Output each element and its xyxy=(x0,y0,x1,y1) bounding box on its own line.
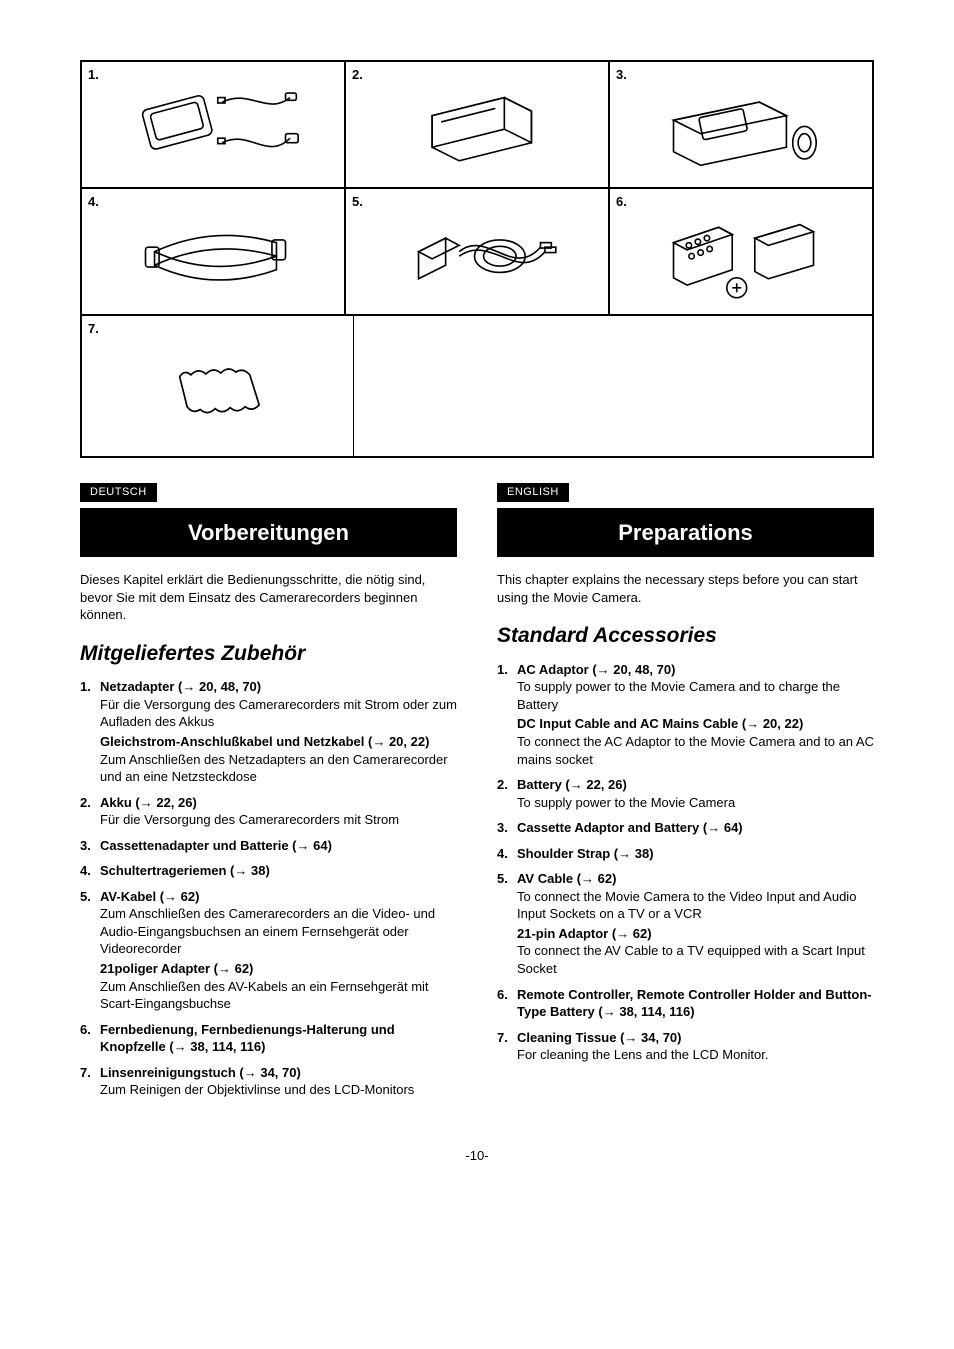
item-desc: Zum Anschließen des Camerarecorders an d… xyxy=(100,905,457,958)
intro-text-german: Dieses Kapitel erklärt die Bedienungssch… xyxy=(80,571,457,624)
figure-empty-area xyxy=(354,315,873,457)
english-column: ENGLISH Preparations This chapter explai… xyxy=(497,482,874,1107)
item-subdesc: Zum Anschließen des Netzadapters an den … xyxy=(100,751,457,786)
chapter-heading-german: Vorbereitungen xyxy=(80,508,457,558)
item-subdesc: To connect the AV Cable to a TV equipped… xyxy=(517,942,874,977)
accessory-item: Shoulder Strap (→ 38) xyxy=(497,845,874,863)
figure-number: 4. xyxy=(88,193,99,211)
intro-text-english: This chapter explains the necessary step… xyxy=(497,571,874,606)
cassette-adaptor-icon xyxy=(635,75,848,174)
item-subdesc: To connect the AC Adaptor to the Movie C… xyxy=(517,733,874,768)
item-title: AV Cable (→ 62) xyxy=(517,871,616,886)
item-title: Cleaning Tissue (→ 34, 70) xyxy=(517,1030,681,1045)
figure-cell-4: 4. xyxy=(81,188,345,315)
figure-number: 5. xyxy=(352,193,363,211)
accessories-list-english: AC Adaptor (→ 20, 48, 70)To supply power… xyxy=(497,661,874,1064)
strap-icon xyxy=(107,202,320,301)
german-column: DEUTSCH Vorbereitungen Dieses Kapitel er… xyxy=(80,482,457,1107)
item-desc: Zum Reinigen der Objektivlinse und des L… xyxy=(100,1081,457,1099)
accessory-item: Fernbedienung, Fernbedienungs-Halterung … xyxy=(80,1021,457,1056)
accessory-item: Battery (→ 22, 26) To supply power to the… xyxy=(497,776,874,811)
figure-number: 3. xyxy=(616,66,627,84)
accessory-item: AV Cable (→ 62) To connect the Movie Came… xyxy=(497,870,874,977)
item-title: Cassettenadapter und Batterie (→ 64) xyxy=(100,838,332,853)
item-title: Linsenreinigungstuch (→ 34, 70) xyxy=(100,1065,301,1080)
accessory-item: AV-Kabel (→ 62)Zum Anschließen des Camer… xyxy=(80,888,457,1013)
item-subtitle: 21poliger Adapter (→ 62) xyxy=(100,960,457,978)
figure-row-3: 7. xyxy=(81,315,873,457)
cleaning-tissue-icon xyxy=(107,330,327,442)
battery-icon xyxy=(371,75,584,174)
figure-cell-6: 6. xyxy=(609,188,873,315)
av-cable-icon xyxy=(371,202,584,301)
accessory-item: AC Adaptor (→ 20, 48, 70)To supply power… xyxy=(497,661,874,768)
figure-cell-5: 5. xyxy=(345,188,609,315)
figure-cell-2: 2. xyxy=(345,61,609,188)
text-columns: DEUTSCH Vorbereitungen Dieses Kapitel er… xyxy=(80,482,874,1107)
figure-row-2: 4. 5. xyxy=(81,188,873,315)
language-tag-english: ENGLISH xyxy=(497,483,569,502)
item-title: AV-Kabel (→ 62) xyxy=(100,889,199,904)
chapter-heading-english: Preparations xyxy=(497,508,874,558)
item-title: Netzadapter (→ 20, 48, 70) xyxy=(100,679,261,694)
item-title: Fernbedienung, Fernbedienungs-Halterung … xyxy=(100,1022,395,1055)
accessory-item: Cassettenadapter und Batterie (→ 64) xyxy=(80,837,457,855)
item-title: Remote Controller, Remote Controller Hol… xyxy=(517,987,872,1020)
item-subtitle: 21-pin Adaptor (→ 62) xyxy=(517,925,874,943)
accessory-item: Remote Controller, Remote Controller Hol… xyxy=(497,986,874,1021)
figure-number: 6. xyxy=(616,193,627,211)
figure-cell-3: 3. xyxy=(609,61,873,188)
item-subdesc: Zum Anschließen des AV-Kabels an ein Fer… xyxy=(100,978,457,1013)
item-title: Cassette Adaptor and Battery (→ 64) xyxy=(517,820,743,835)
figure-number: 7. xyxy=(88,320,99,338)
item-desc: To supply power to the Movie Camera and … xyxy=(517,678,874,713)
item-title: Shoulder Strap (→ 38) xyxy=(517,846,654,861)
item-title: Schultertrageriemen (→ 38) xyxy=(100,863,270,878)
item-desc: For cleaning the Lens and the LCD Monito… xyxy=(517,1046,874,1064)
figure-cell-1: 1. xyxy=(81,61,345,188)
item-desc: To supply power to the Movie Camera xyxy=(517,794,874,812)
item-title: Akku (→ 22, 26) xyxy=(100,795,197,810)
item-desc: Für die Versorgung des Camerarecorders m… xyxy=(100,811,457,829)
remote-holder-icon xyxy=(635,202,848,301)
section-title-english: Standard Accessories xyxy=(497,622,874,650)
page-number: -10- xyxy=(80,1147,874,1165)
figure-cell-7: 7. xyxy=(81,315,354,457)
figure-number: 2. xyxy=(352,66,363,84)
figure-number: 1. xyxy=(88,66,99,84)
item-desc: To connect the Movie Camera to the Video… xyxy=(517,888,874,923)
section-title-german: Mitgeliefertes Zubehör xyxy=(80,640,457,668)
accessory-item: Cassette Adaptor and Battery (→ 64) xyxy=(497,819,874,837)
accessory-item: Linsenreinigungstuch (→ 34, 70)Zum Reini… xyxy=(80,1064,457,1099)
adaptor-cables-icon xyxy=(107,75,320,174)
accessory-item: Cleaning Tissue (→ 34, 70)For cleaning t… xyxy=(497,1029,874,1064)
item-title: Battery (→ 22, 26) xyxy=(517,777,627,792)
item-title: AC Adaptor (→ 20, 48, 70) xyxy=(517,662,675,677)
item-subtitle: Gleichstrom-Anschlußkabel und Netzkabel … xyxy=(100,733,457,751)
accessory-item: Schultertrageriemen (→ 38) xyxy=(80,862,457,880)
figure-row-1: 1. 2. xyxy=(81,61,873,188)
accessory-item: Akku (→ 22, 26)Für die Versorgung des Ca… xyxy=(80,794,457,829)
item-desc: Für die Versorgung des Camerarecorders m… xyxy=(100,696,457,731)
language-tag-german: DEUTSCH xyxy=(80,483,157,502)
accessories-list-german: Netzadapter (→ 20, 48, 70) Für die Versor… xyxy=(80,678,457,1098)
accessories-figure-grid: 1. 2. xyxy=(80,60,874,458)
item-subtitle: DC Input Cable and AC Mains Cable (→ 20,… xyxy=(517,715,874,733)
accessory-item: Netzadapter (→ 20, 48, 70) Für die Versor… xyxy=(80,678,457,785)
